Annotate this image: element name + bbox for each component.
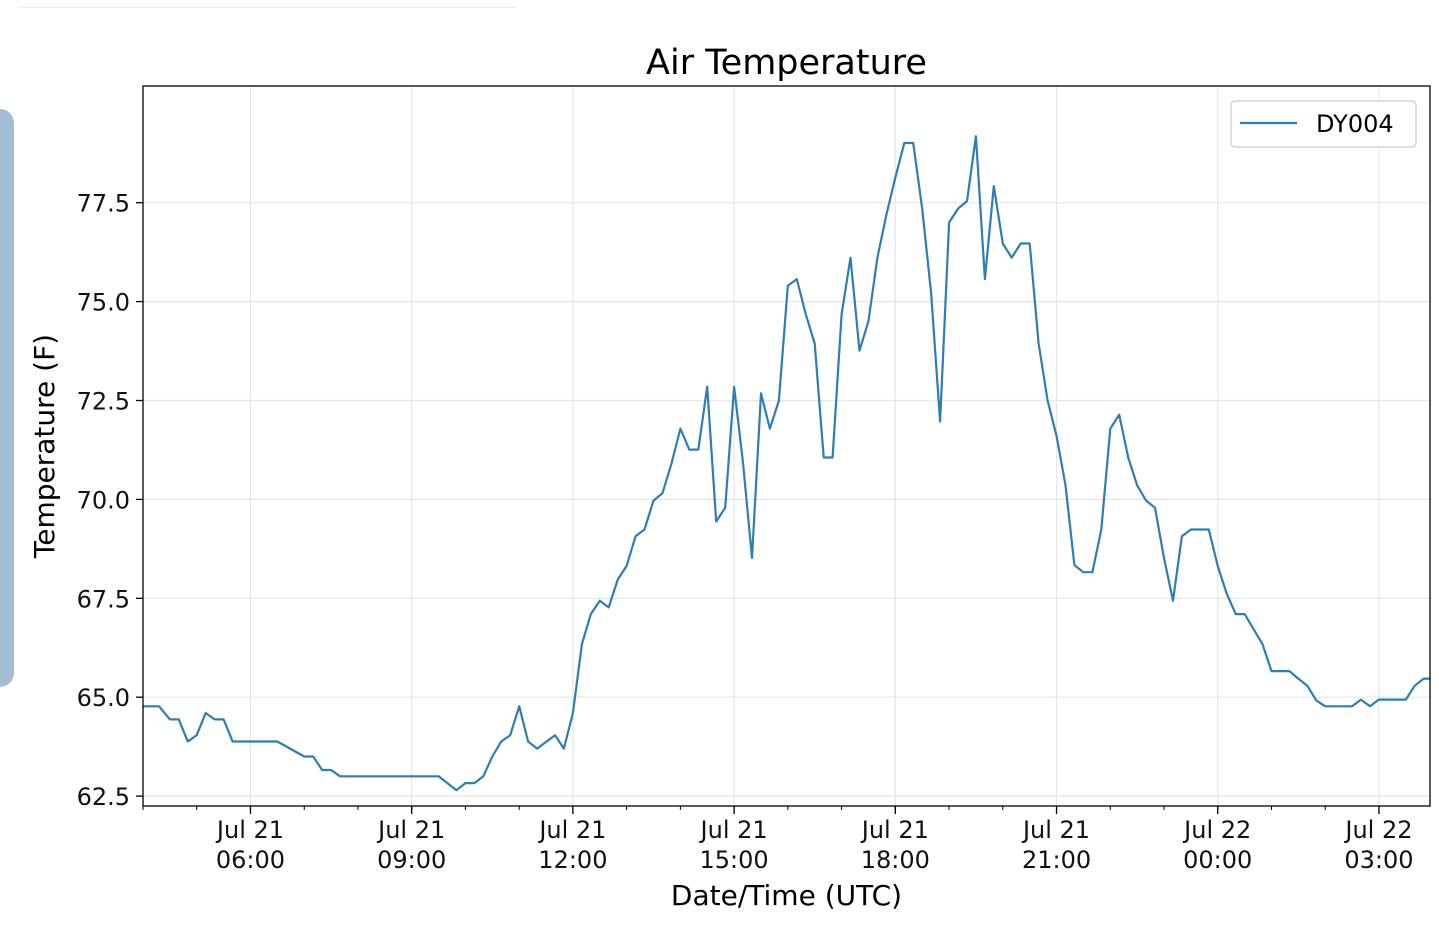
grid-layer [143,86,1430,806]
x-tick-label-date: Jul 21 [699,816,768,844]
series-layer [143,135,1430,792]
y-tick-label: 75.0 [77,289,130,317]
chart-title: Air Temperature [646,43,927,83]
x-tick-label-time: 21:00 [1022,846,1091,874]
x-tick-label-time: 00:00 [1183,846,1252,874]
x-tick-label-date: Jul 21 [1021,816,1090,844]
y-axis-title: Temperature (F) [28,334,61,559]
plot-frame [142,85,1431,807]
x-tick-label-date: Jul 21 [215,816,284,844]
series-line-dy004 [143,135,1430,792]
x-tick-label-date: Jul 21 [376,816,445,844]
y-tick-label: 62.5 [77,783,130,811]
x-tick-label-date: Jul 21 [537,816,606,844]
x-tick-label-date: Jul 22 [1343,816,1412,844]
x-tick-label-time: 09:00 [377,846,446,874]
x-axis-title: Date/Time (UTC) [671,879,902,912]
x-tick-label-time: 18:00 [861,846,930,874]
side-panel-handle[interactable] [0,109,14,687]
x-tick-label-date: Jul 22 [1182,816,1251,844]
legend-box [1230,100,1417,148]
y-tick-label: 65.0 [77,684,130,712]
legend-label-dy004: DY004 [1316,110,1394,138]
y-tick-label: 67.5 [77,585,130,613]
x-tick-label-time: 12:00 [538,846,607,874]
x-tick-label-time: 03:00 [1344,846,1413,874]
legend: DY004 [1230,100,1417,148]
y-tick-label: 70.0 [77,486,130,514]
y-tick-label: 72.5 [77,388,130,416]
y-tick-label: 77.5 [77,190,130,218]
x-tick-label-date: Jul 21 [860,816,929,844]
x-tick-label-time: 15:00 [700,846,769,874]
x-tick-label-time: 06:00 [216,846,285,874]
top-divider [18,7,516,8]
